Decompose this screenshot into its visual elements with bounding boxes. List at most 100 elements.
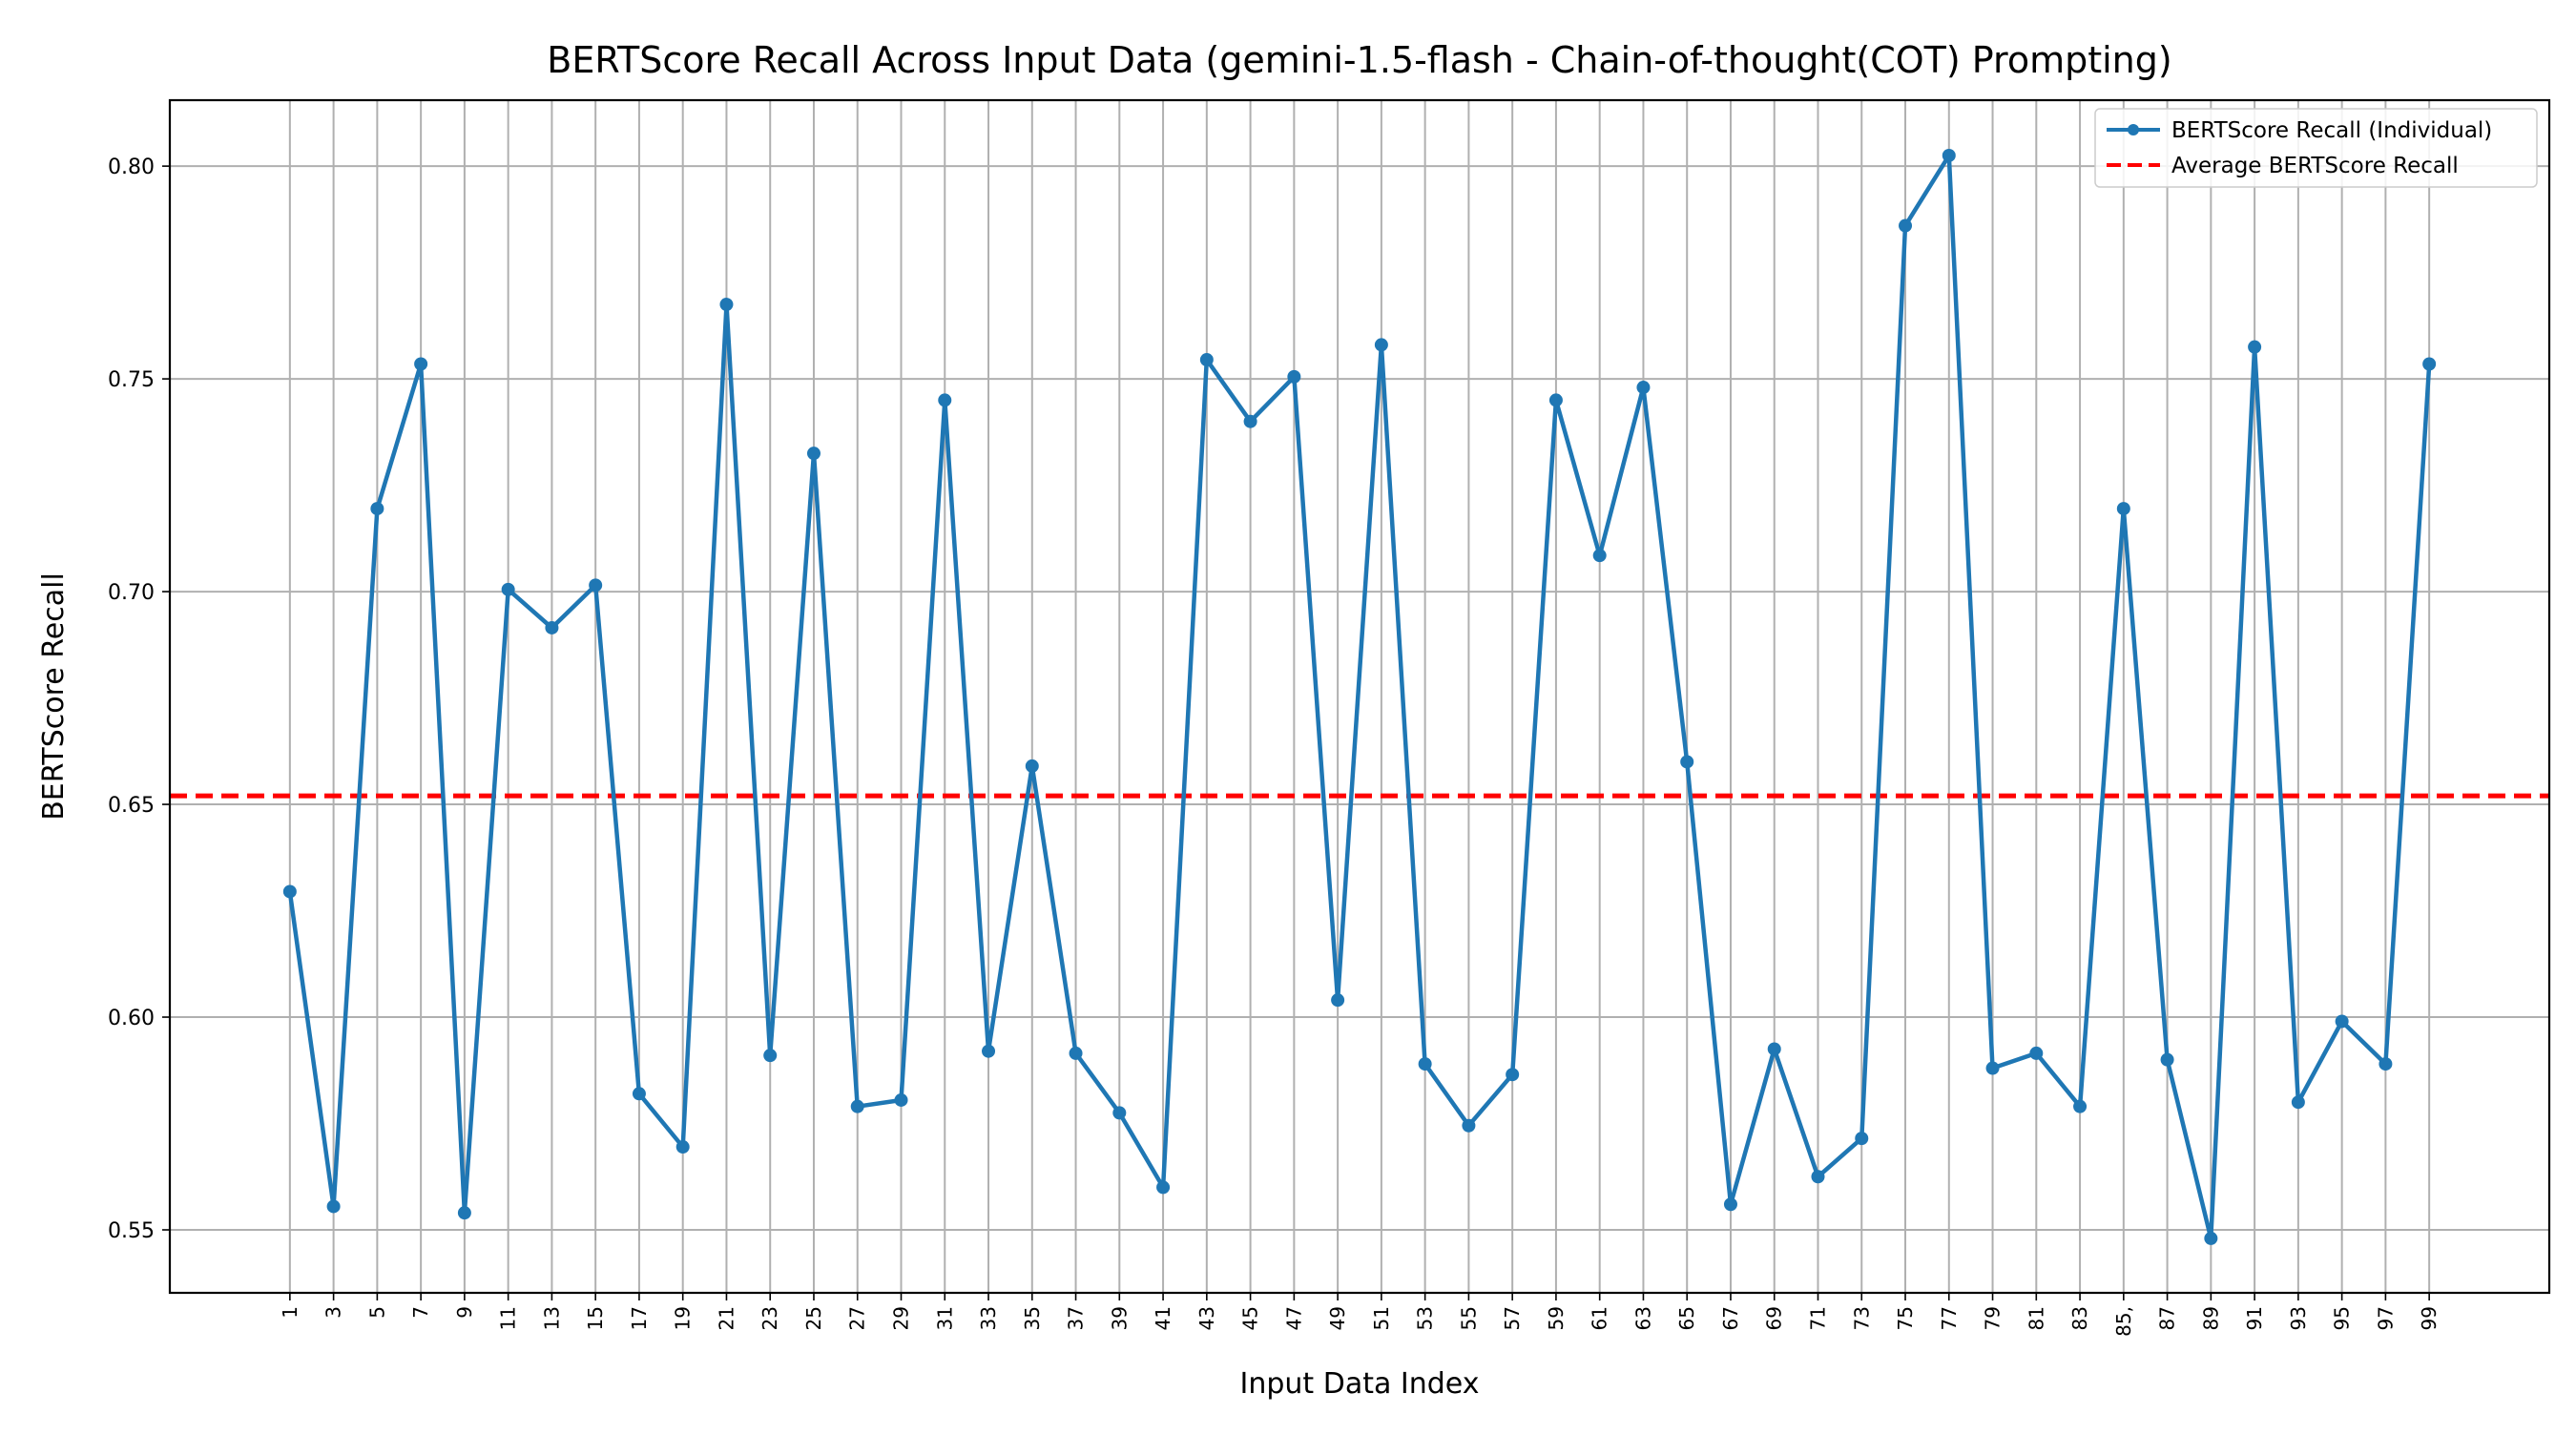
data-point: [545, 620, 559, 634]
x-tick-label: 45: [1239, 1306, 1262, 1330]
data-point: [1418, 1057, 1432, 1071]
data-point: [414, 357, 428, 371]
data-point: [2248, 340, 2262, 354]
data-point: [1680, 755, 1694, 769]
x-tick-label: 35: [1021, 1306, 1044, 1330]
x-tick-label: 43: [1195, 1306, 1218, 1330]
data-point: [457, 1206, 471, 1220]
y-tick-label: 0.55: [108, 1219, 155, 1243]
x-tick-label: 11: [497, 1306, 520, 1330]
x-tick-label: 1: [279, 1306, 301, 1319]
data-point: [1548, 393, 1563, 407]
data-point: [1899, 218, 1913, 233]
y-axis-label: BERTScore Recall: [37, 572, 71, 821]
data-point: [1156, 1180, 1171, 1195]
chart-title: BERTScore Recall Across Input Data (gemi…: [547, 39, 2171, 81]
x-tick-label: 19: [672, 1306, 695, 1330]
data-point: [1636, 381, 1651, 395]
data-point: [282, 884, 297, 899]
x-tick-label: 75: [1894, 1306, 1917, 1330]
legend-label-individual: BERTScore Recall (Individual): [2171, 118, 2492, 143]
legend-label-average: Average BERTScore Recall: [2171, 154, 2459, 178]
y-tick-label: 0.65: [108, 794, 155, 818]
x-tick-label: 93: [2287, 1306, 2310, 1330]
x-tick-label: 3: [322, 1306, 345, 1319]
x-tick-label: 49: [1326, 1306, 1349, 1330]
x-tick-label: 73: [1850, 1306, 1873, 1330]
data-point: [1287, 369, 1301, 384]
series-line: [287, 153, 2432, 1241]
data-point: [1506, 1068, 1520, 1082]
data-point: [806, 447, 821, 461]
x-tick-label: 71: [1806, 1306, 1829, 1330]
data-point: [2422, 357, 2437, 371]
x-tick-label: 27: [846, 1306, 869, 1330]
x-tick-label: 63: [1631, 1306, 1654, 1330]
data-point: [719, 298, 734, 312]
x-tick-label: 55: [1457, 1306, 1480, 1330]
legend-marker-individual: [2128, 124, 2139, 135]
data-point: [1723, 1197, 1737, 1212]
data-point: [1942, 148, 1956, 162]
data-point: [850, 1099, 864, 1113]
data-point: [1112, 1106, 1127, 1120]
data-point: [1025, 759, 1039, 773]
data-point: [1243, 414, 1257, 428]
x-tick-label: 31: [933, 1306, 956, 1330]
x-tick-label: 99: [2418, 1306, 2441, 1330]
x-tick-label: 13: [540, 1306, 563, 1330]
x-tick-label: 51: [1370, 1306, 1393, 1330]
x-tick-label: 29: [890, 1306, 913, 1330]
series-group: [282, 148, 2437, 1245]
data-point: [2379, 1057, 2393, 1071]
y-tick-label: 0.60: [108, 1007, 155, 1030]
x-tick-label: 9: [453, 1306, 476, 1319]
x-tick-label: 83: [2068, 1306, 2091, 1330]
data-point: [2160, 1052, 2174, 1067]
data-point: [1374, 338, 1388, 352]
x-tick-label: 65: [1675, 1306, 1698, 1330]
x-axis-ticks: 1 3 5 7 9 11 13 15 17 19 21 23 25 27 29 31 33 35 37 39 41 43 4…: [279, 1293, 2441, 1337]
legend-box: [2094, 108, 2538, 188]
x-tick-label: 47: [1282, 1306, 1305, 1330]
data-point: [326, 1199, 341, 1214]
x-tick-label: 53: [1414, 1306, 1437, 1330]
data-point: [1331, 993, 1345, 1008]
x-tick-label: 61: [1589, 1306, 1611, 1330]
x-tick-label: 33: [977, 1306, 1000, 1330]
data-point: [982, 1044, 996, 1058]
data-point: [894, 1092, 908, 1107]
y-tick-label: 0.80: [108, 156, 155, 179]
x-tick-label: 85,: [2112, 1306, 2135, 1337]
x-tick-label: 81: [2025, 1306, 2047, 1330]
x-tick-label: 69: [1763, 1306, 1786, 1330]
data-point: [1462, 1118, 1476, 1133]
x-tick-label: 21: [715, 1306, 737, 1330]
x-tick-label: 41: [1152, 1306, 1174, 1330]
data-point: [370, 502, 384, 516]
plot-frame: [168, 98, 2551, 1295]
data-point: [938, 393, 952, 407]
data-point: [1592, 549, 1607, 563]
legend: BERTScore Recall (Individual) Average BE…: [2094, 108, 2538, 188]
x-tick-label: 89: [2199, 1306, 2222, 1330]
y-axis-ticks: 0.55 0.60 0.65 0.70 0.75 0.80: [108, 156, 170, 1243]
y-tick-label: 0.75: [108, 368, 155, 392]
x-tick-label: 39: [1108, 1306, 1131, 1330]
data-point: [2291, 1095, 2305, 1110]
data-point: [2204, 1231, 2218, 1245]
y-tick-label: 0.70: [108, 581, 155, 605]
x-tick-label: 23: [758, 1306, 781, 1330]
data-point: [1985, 1061, 2000, 1075]
x-tick-label: 79: [1982, 1306, 2005, 1330]
data-point: [763, 1049, 778, 1063]
x-axis-label: Input Data Index: [1240, 1367, 1480, 1401]
data-point: [1811, 1170, 1825, 1184]
x-tick-label: 59: [1545, 1306, 1568, 1330]
data-point: [2073, 1099, 2088, 1113]
data-point: [2116, 502, 2130, 516]
data-point: [1199, 353, 1214, 367]
x-tick-label: 17: [628, 1306, 651, 1330]
